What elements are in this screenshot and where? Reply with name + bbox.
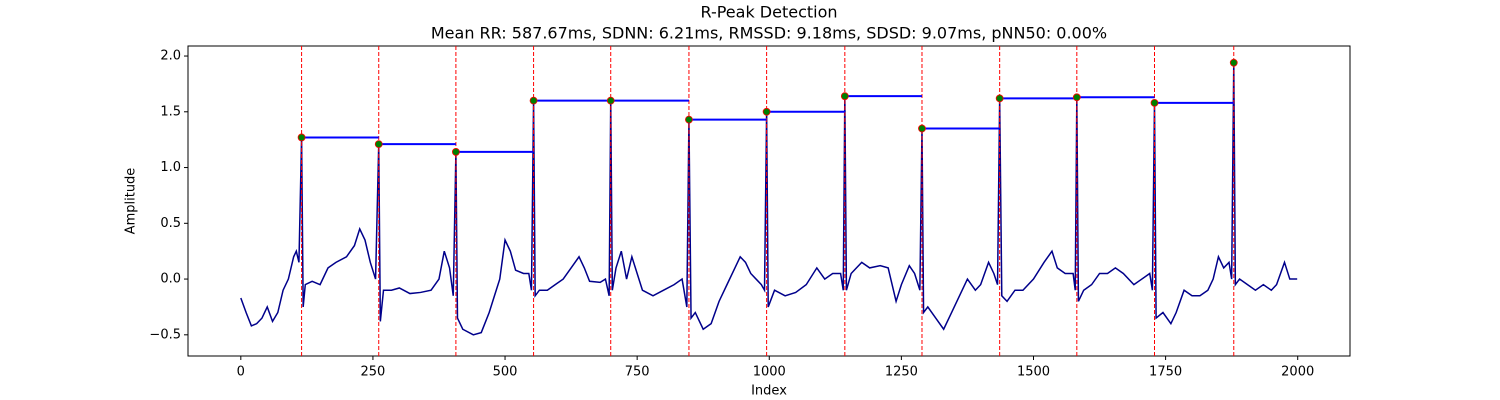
peak-marker [1150,98,1159,107]
chart-subtitle: Mean RR: 587.67ms, SDNN: 6.21ms, RMSSD: … [431,24,1107,43]
peak-marker [685,115,693,124]
peak-marker [995,94,1004,103]
y-tick-label: 1.5 [160,104,181,119]
x-tick-label: 750 [625,365,650,380]
y-tick-label: −0.5 [149,327,181,342]
x-tick-label: 1750 [1149,365,1182,380]
peak-marker [1229,58,1238,67]
x-tick-label: 250 [361,365,386,380]
signal-line [240,62,1298,336]
x-tick-label: 1250 [885,365,918,380]
y-tick-label: 2.0 [160,49,181,64]
x-axis-label: Index [751,384,787,399]
plot-frame [187,45,1351,357]
y-axis-label: Amplitude [124,168,139,235]
peak-marker [762,107,771,116]
y-tick-label: 1.0 [160,160,181,175]
peak-marker [918,124,926,133]
peak-marker [840,92,849,101]
x-tick-label: 0 [237,365,245,380]
x-tick-label: 1000 [753,365,786,380]
peak-marker [451,148,460,156]
peak-marker [374,140,383,149]
peak-marker [1072,93,1081,102]
y-tick-label: 0.0 [160,272,181,287]
peak-marker [606,96,615,105]
y-tick-label: 0.5 [160,216,181,231]
x-tick-label: 1500 [1017,365,1050,380]
x-tick-label: 500 [493,365,518,380]
peak-marker [297,133,306,142]
chart-title: R-Peak Detection [700,3,837,22]
peak-marker [529,96,538,105]
x-tick-label: 2000 [1281,365,1314,380]
